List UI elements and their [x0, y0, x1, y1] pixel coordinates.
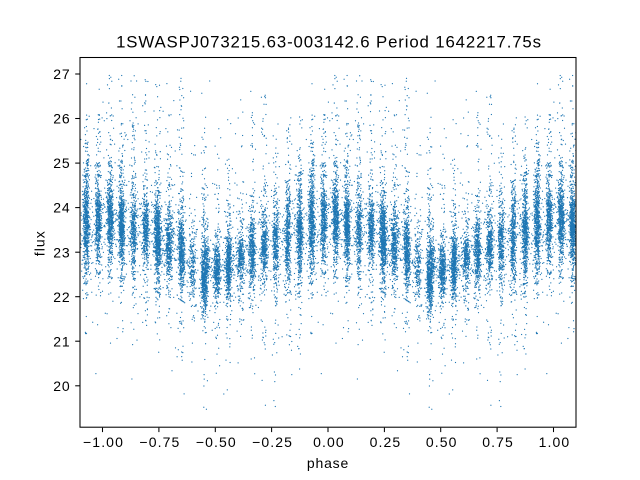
svg-text:0.25: 0.25: [370, 434, 402, 450]
svg-text:23: 23: [53, 244, 70, 260]
svg-text:−0.50: −0.50: [196, 434, 237, 450]
svg-text:26: 26: [53, 111, 70, 127]
svg-text:0.50: 0.50: [426, 434, 458, 450]
svg-text:21: 21: [53, 333, 70, 349]
svg-text:22: 22: [53, 289, 70, 305]
svg-text:0.00: 0.00: [313, 434, 345, 450]
svg-text:−1.00: −1.00: [83, 434, 124, 450]
svg-text:25: 25: [53, 155, 70, 171]
svg-text:phase: phase: [307, 455, 349, 471]
svg-text:1.00: 1.00: [539, 434, 571, 450]
svg-text:−0.75: −0.75: [139, 434, 180, 450]
svg-text:27: 27: [53, 66, 70, 82]
svg-text:−0.25: −0.25: [252, 434, 293, 450]
svg-text:20: 20: [53, 378, 70, 394]
svg-text:0.75: 0.75: [482, 434, 514, 450]
svg-text:flux: flux: [31, 230, 47, 256]
svg-text:24: 24: [53, 200, 70, 216]
svg-text:1SWASPJ073215.63-003142.6 Peri: 1SWASPJ073215.63-003142.6 Period 1642217…: [116, 33, 542, 52]
